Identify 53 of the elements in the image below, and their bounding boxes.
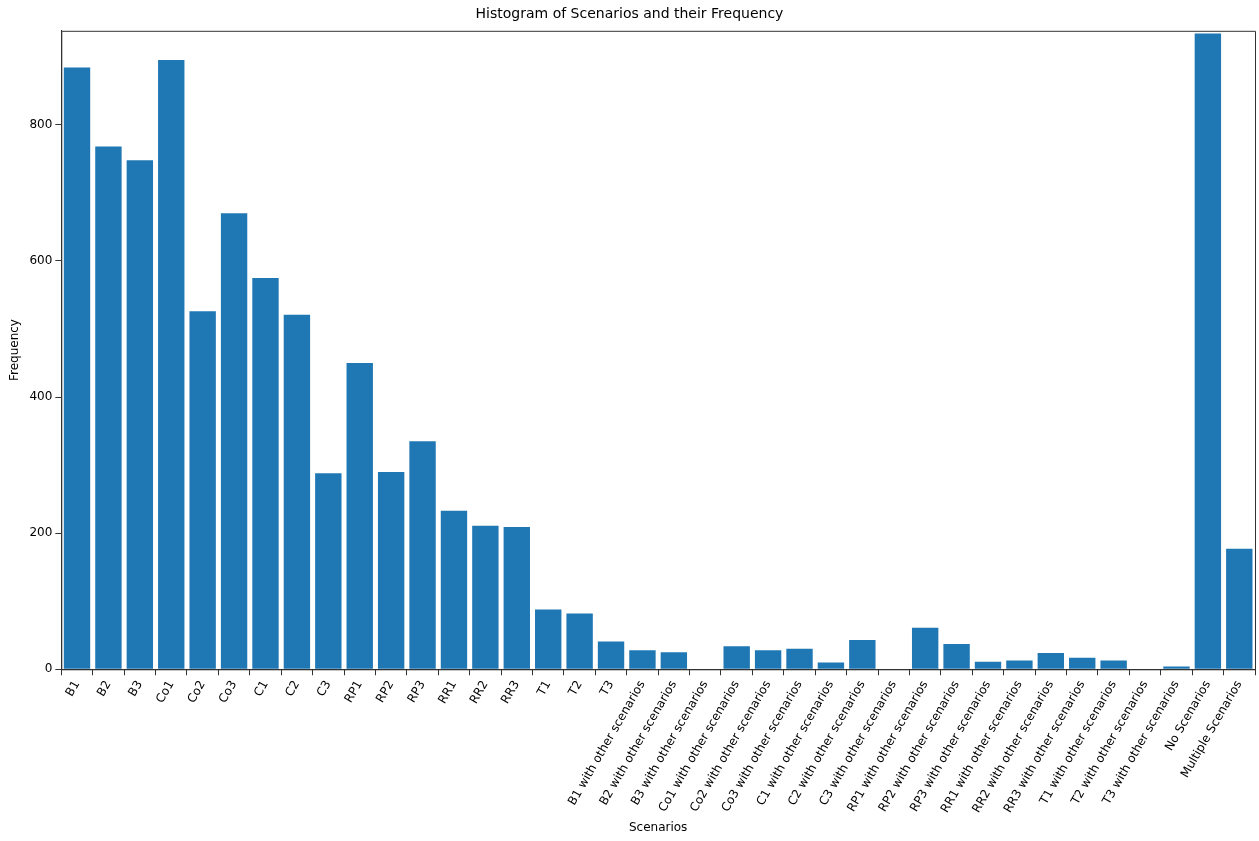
chart-title: Histogram of Scenarios and their Frequency [475, 5, 784, 22]
x-tick-label: Co1 [152, 677, 177, 706]
y-axis-title: Frequency [7, 319, 22, 382]
bar [126, 160, 154, 669]
bar [220, 213, 248, 669]
bar [283, 314, 311, 669]
bar [95, 146, 122, 669]
bar [1006, 660, 1033, 669]
bar [315, 473, 342, 669]
bar [597, 641, 625, 669]
y-tick-label: 400 [29, 389, 53, 404]
bar [252, 277, 279, 669]
bar [535, 609, 562, 669]
bar [472, 525, 499, 669]
x-tick-label: T3 [596, 677, 617, 699]
bar [817, 662, 845, 669]
bar [440, 510, 468, 669]
bar [409, 441, 436, 669]
bar [1069, 657, 1096, 669]
x-axis-title: Scenarios [628, 819, 688, 834]
x-tick-label: C3 [313, 677, 334, 699]
bar [1163, 666, 1190, 669]
x-tick-label: T1 [533, 677, 554, 699]
bar [1194, 33, 1222, 669]
bar [63, 67, 91, 669]
bar [503, 527, 530, 669]
bar [943, 644, 970, 669]
bar [786, 648, 813, 669]
bar [629, 650, 656, 669]
bar [1037, 652, 1065, 669]
y-tick-label: 0 [44, 661, 53, 676]
bar [158, 60, 185, 669]
x-tick-label: T2 [564, 677, 585, 699]
x-tick-label: B3 [125, 677, 146, 699]
y-tick-label: 800 [29, 116, 53, 131]
bar [723, 646, 750, 669]
bar [911, 627, 939, 669]
x-tick-label: B1 [62, 677, 83, 699]
bar [377, 471, 405, 669]
bar [1100, 660, 1127, 669]
bar [1226, 548, 1253, 669]
bar [849, 640, 876, 669]
x-tick-label: C2 [282, 677, 303, 699]
y-tick-label: 600 [29, 253, 53, 267]
x-tick-label: C1 [250, 677, 271, 699]
bar [346, 362, 373, 669]
bar [189, 311, 216, 669]
bar [660, 652, 688, 669]
x-tick-label: B2 [93, 677, 114, 699]
bar [754, 650, 782, 669]
bar [566, 613, 593, 669]
y-tick-label: 200 [29, 525, 53, 540]
bar [974, 661, 1002, 669]
